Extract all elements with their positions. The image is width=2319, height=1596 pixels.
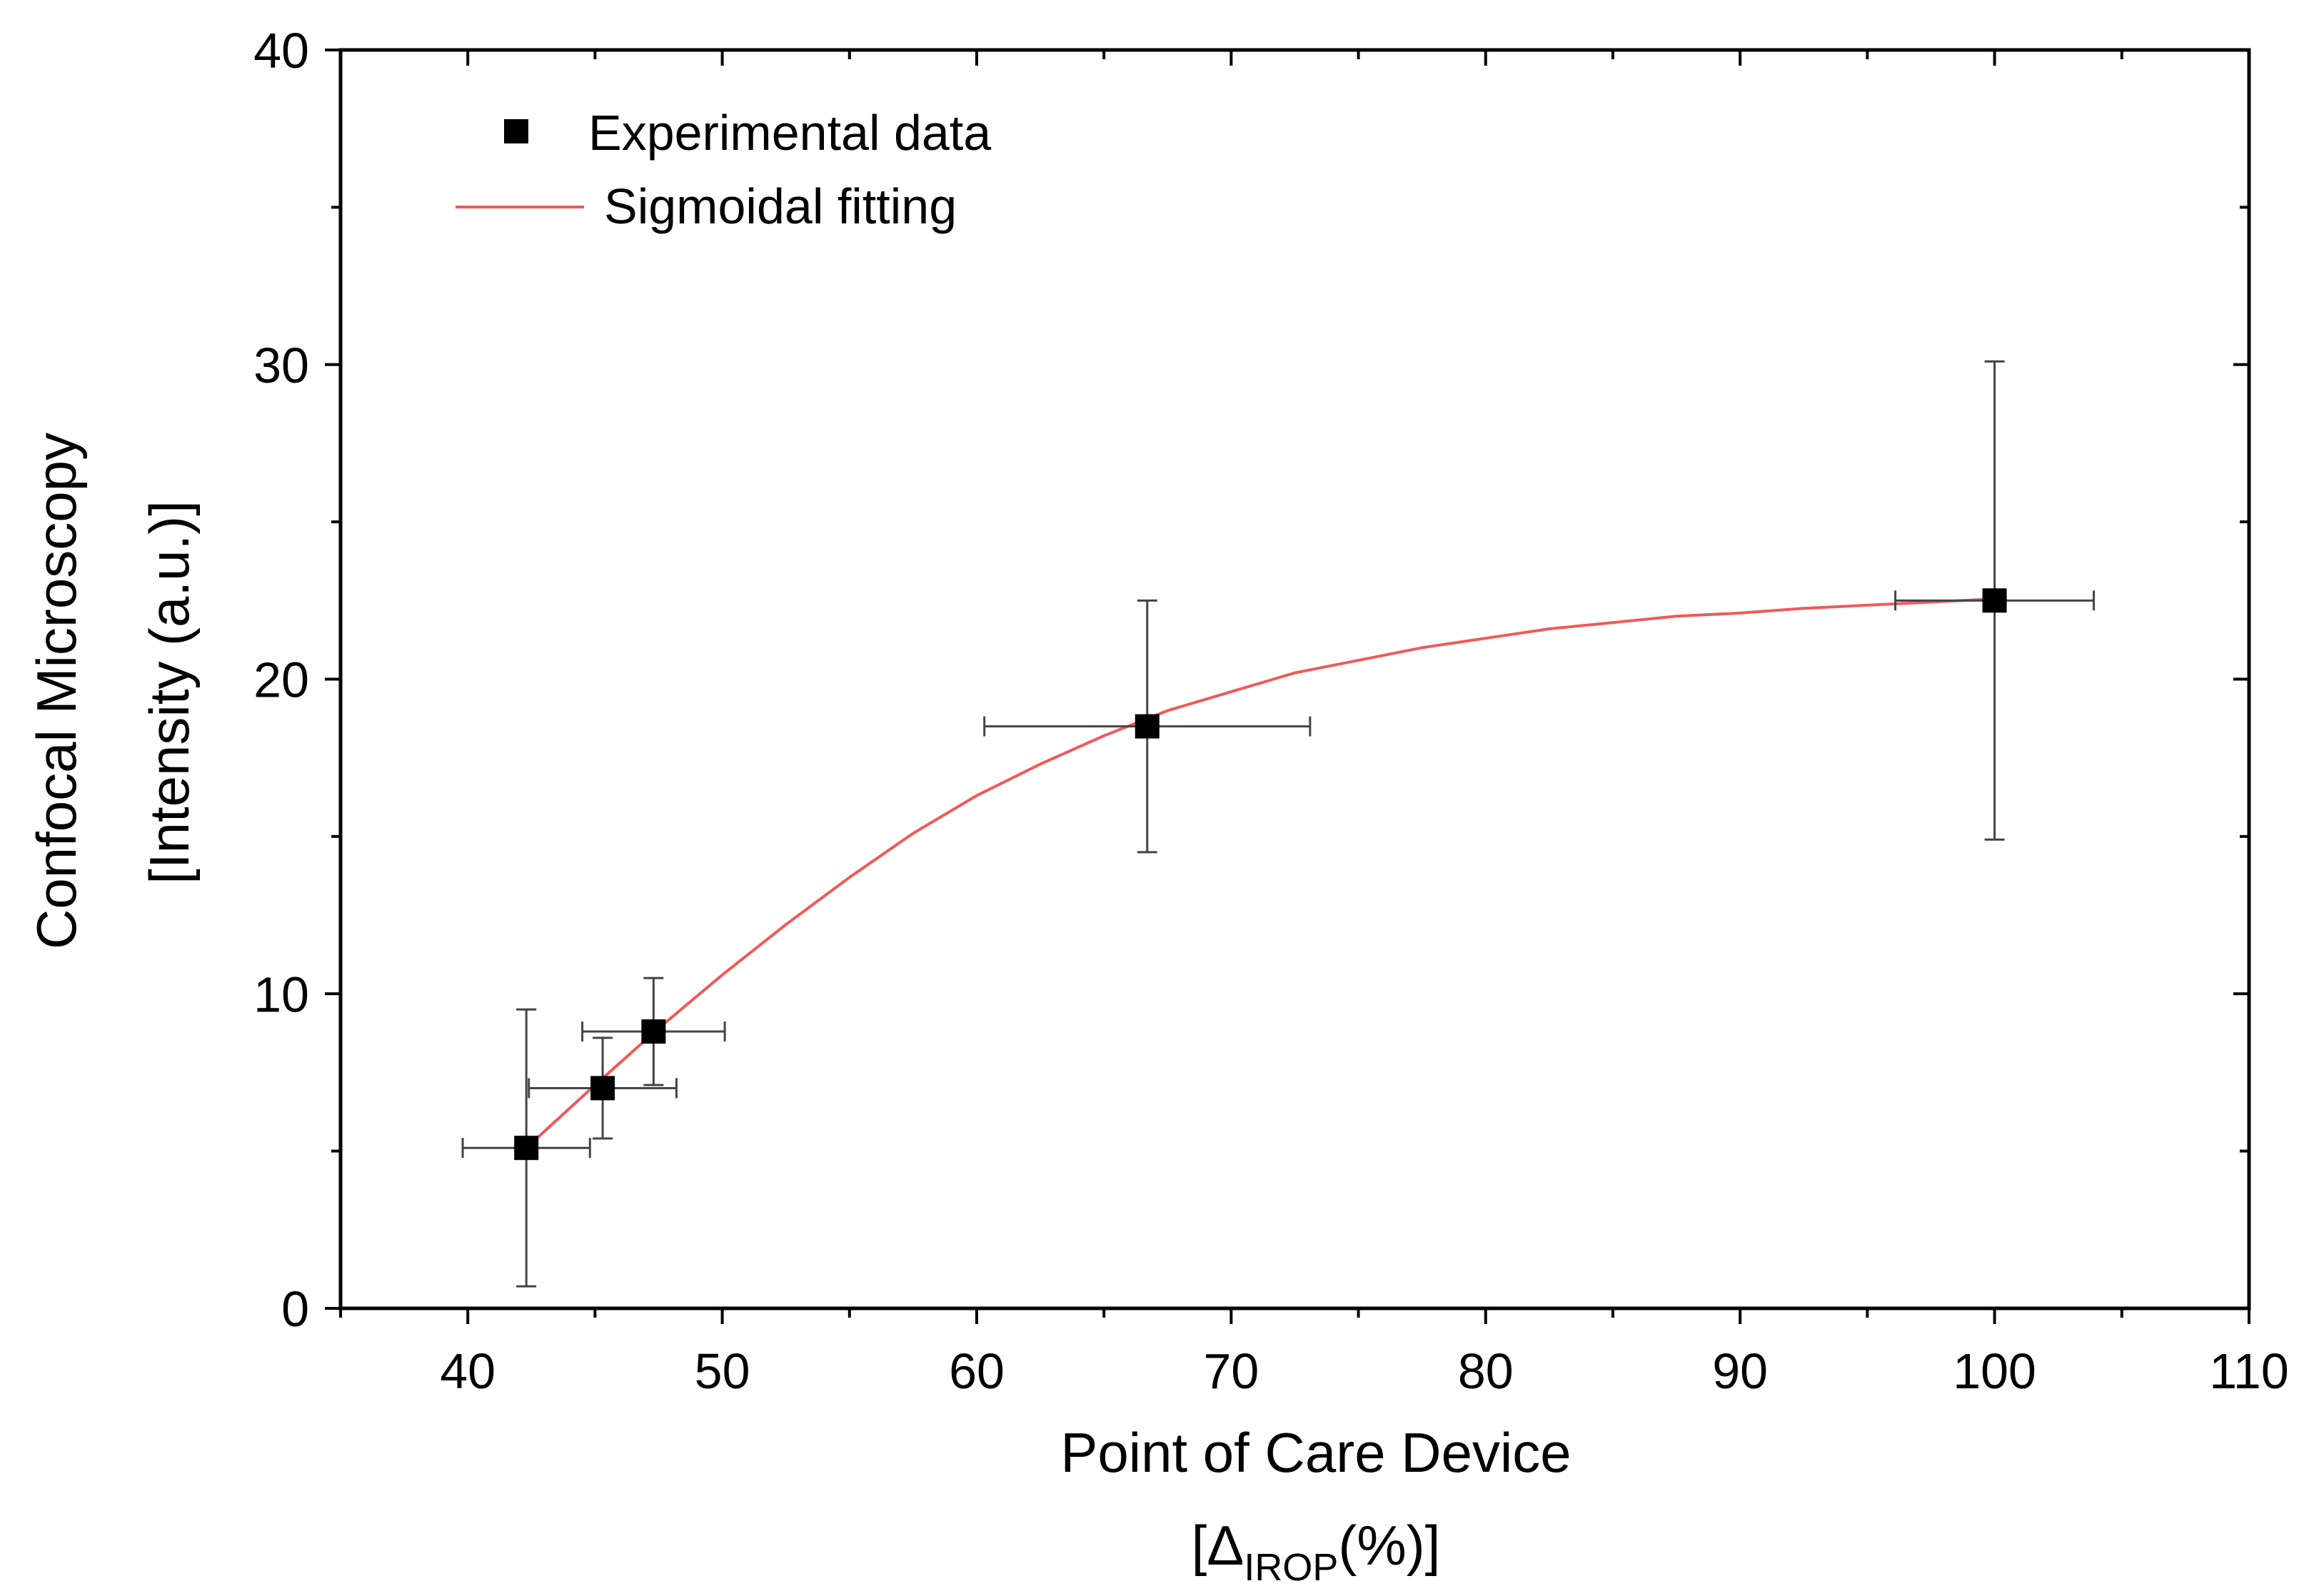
legend: Experimental data Sigmoidal fitting <box>456 105 991 234</box>
data-point-1 <box>514 1136 539 1161</box>
data-point-3 <box>641 1019 666 1044</box>
legend-label-experimental-data: Experimental data <box>588 105 991 161</box>
x-axis-subtitle-symbol: Δ <box>1207 1514 1244 1577</box>
minor-ticks <box>331 50 2249 1318</box>
sigmoidal-fit-line <box>525 597 1995 1149</box>
x-tick-label: 100 <box>1953 1343 2036 1399</box>
x-axis-subtitle-subscript: IROP <box>1244 1546 1338 1589</box>
x-tick-label: 70 <box>1203 1343 1259 1399</box>
x-tick-label: 80 <box>1458 1343 1514 1399</box>
data-point-5 <box>1982 588 2007 613</box>
y-tick-label: 10 <box>253 966 309 1022</box>
x-tick-label: 50 <box>695 1343 750 1399</box>
y-axis-subtitle: [Intensity (a.u.)] <box>138 500 201 884</box>
fit-layer <box>525 597 1995 1149</box>
x-axis-subtitle-rest: (%) <box>1338 1514 1424 1577</box>
data-point-2 <box>590 1076 615 1101</box>
x-tick-labels: 40 50 60 70 80 90 100 110 <box>440 1343 2289 1399</box>
y-axis-title: Confocal Microscopy <box>25 433 88 949</box>
x-tick-label: 60 <box>949 1343 1005 1399</box>
y-tick-label: 0 <box>281 1281 309 1337</box>
major-ticks <box>325 49 2250 1324</box>
x-axis-subtitle-close: ] <box>1425 1514 1441 1577</box>
marker-layer <box>514 588 2007 1161</box>
x-tick-label: 40 <box>440 1343 496 1399</box>
x-tick-label: 90 <box>1712 1343 1768 1399</box>
x-axis-subtitle: [ΔIROP(%)] <box>1192 1514 1441 1589</box>
y-tick-label: 20 <box>253 652 309 708</box>
legend-marker-square <box>504 119 528 143</box>
x-tick-label: 110 <box>2209 1343 2289 1399</box>
y-tick-label: 30 <box>253 338 309 393</box>
data-point-4 <box>1135 714 1160 739</box>
x-axis-title: Point of Care Device <box>1060 1421 1571 1484</box>
errorbar-layer <box>461 360 2096 1288</box>
plot-border <box>338 48 2251 1310</box>
x-axis-subtitle-open: [ <box>1192 1514 1207 1577</box>
y-tick-label: 40 <box>253 23 309 79</box>
legend-label-sigmoidal-fitting: Sigmoidal fitting <box>604 178 957 234</box>
y-tick-labels: 0 10 20 30 40 <box>253 23 309 1337</box>
plot-frame <box>338 48 2251 1310</box>
